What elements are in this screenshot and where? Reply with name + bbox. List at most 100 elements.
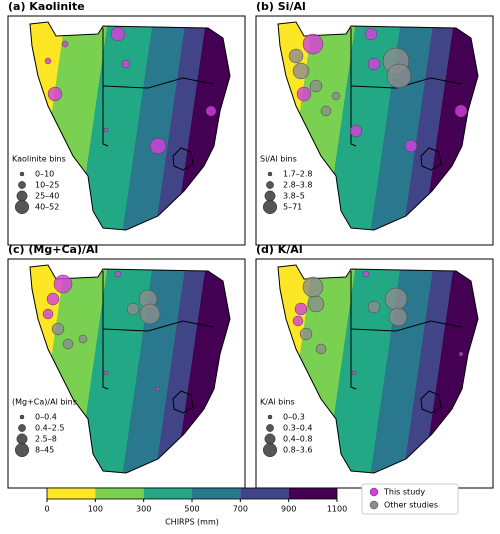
- border: [420, 390, 442, 414]
- legend-bin-label: 3.8–5: [283, 192, 305, 201]
- colorbar-bin: [192, 488, 241, 499]
- border: [350, 28, 357, 147]
- sample-bubble: [384, 287, 408, 311]
- legend-bin-label: 0–10: [35, 170, 54, 179]
- legend-bin-label: 10–25: [35, 181, 59, 190]
- sample-bubble: [292, 62, 310, 80]
- land: [29, 21, 231, 231]
- colorbar-tick-label: 700: [233, 505, 248, 514]
- panel-title: (d) K/Al: [256, 243, 303, 256]
- legend-size-marker: [14, 442, 30, 458]
- legend-size-marker: [19, 414, 25, 420]
- border: [350, 320, 462, 332]
- sample-bubble: [44, 57, 52, 65]
- colorbar-label: CHIRPS (mm): [165, 518, 219, 527]
- legend-size-marker: [18, 181, 26, 189]
- sample-bubble: [315, 343, 327, 355]
- sample-bubble: [42, 308, 54, 320]
- colorbar-bin: [288, 488, 337, 499]
- legend-bin-label: 0–0.4: [35, 413, 57, 422]
- colorbar-tick-label: 900: [281, 505, 296, 514]
- sample-bubble: [47, 86, 63, 102]
- border: [172, 390, 194, 414]
- border: [102, 28, 109, 147]
- legend-title: Kaolinite bins: [12, 155, 66, 164]
- sample-bubble: [155, 386, 161, 392]
- sample-bubble: [386, 63, 412, 89]
- sample-bubble: [307, 295, 325, 313]
- sample-bubble: [404, 139, 418, 153]
- sample-bubble: [103, 127, 109, 133]
- sample-bubble: [296, 86, 312, 102]
- colorbar-tick-label: 1100: [327, 505, 347, 514]
- legend-size-marker: [267, 171, 273, 177]
- legend-bin-label: 8–45: [35, 446, 54, 455]
- legend-size-marker: [262, 199, 278, 215]
- legend-bin-label: 0.3–0.4: [283, 424, 312, 433]
- sample-bubble: [454, 104, 468, 118]
- legend-size-marker: [19, 171, 25, 177]
- sample-bubble: [103, 370, 109, 376]
- sample-bubble: [62, 338, 74, 350]
- sample-bubble: [61, 40, 69, 48]
- legend-title: K/Al bins: [260, 398, 295, 407]
- sample-bubble: [292, 315, 304, 327]
- border: [102, 271, 109, 390]
- sample-bubble: [78, 334, 88, 344]
- sample-bubble: [388, 307, 408, 327]
- panel-title: (c) (Mg+Ca)/Al: [8, 243, 98, 256]
- legend-box: [361, 483, 459, 515]
- land: [277, 264, 479, 474]
- sample-bubble: [367, 57, 381, 71]
- legend-bin-label: 0.8–3.6: [283, 446, 312, 455]
- legend-marker: [369, 487, 379, 497]
- sample-bubble: [288, 48, 304, 64]
- legend-bin-label: 40–52: [35, 203, 59, 212]
- sample-bubble: [351, 370, 357, 376]
- legend-bin-label: 2.5–8: [35, 435, 57, 444]
- sample-bubble: [458, 351, 464, 357]
- colorbar-bin: [47, 488, 96, 499]
- legend-bin-label: 5–71: [283, 203, 302, 212]
- sample-bubble: [121, 59, 131, 69]
- colorbar-bin: [143, 488, 192, 499]
- border: [420, 147, 442, 171]
- sample-bubble: [309, 79, 323, 93]
- land: [29, 264, 231, 474]
- colorbar-tick-label: 300: [136, 505, 151, 514]
- legend-title: Si/Al bins: [260, 155, 297, 164]
- legend-bin-label: 0.4–0.8: [283, 435, 312, 444]
- legend-bin-label: 25–40: [35, 192, 59, 201]
- sample-bubble: [294, 302, 308, 316]
- legend-size-marker: [266, 181, 274, 189]
- border: [172, 147, 194, 171]
- legend-size-marker: [18, 424, 26, 432]
- colorbar-tick-label: 500: [184, 505, 199, 514]
- sample-bubble: [114, 270, 122, 278]
- sample-bubble: [331, 91, 341, 101]
- sample-bubble: [139, 303, 161, 325]
- legend-size-marker: [16, 433, 28, 445]
- legend-size-marker: [14, 199, 30, 215]
- sample-bubble: [205, 105, 217, 117]
- colorbar-tick-label: 0: [44, 505, 49, 514]
- sample-bubble: [149, 137, 167, 155]
- sample-bubble: [53, 274, 73, 294]
- sample-bubble: [51, 322, 65, 336]
- sample-bubble: [320, 105, 332, 117]
- legend-size-marker: [264, 433, 276, 445]
- sample-bubble: [367, 300, 381, 314]
- colorbar-bin: [95, 488, 144, 499]
- legend-bin-label: 2.8–3.8: [283, 181, 312, 190]
- sample-bubble: [126, 302, 140, 316]
- panel-title: (b) Si/Al: [256, 0, 306, 13]
- sample-bubble: [364, 27, 378, 41]
- legend-bin-label: 0.4–2.5: [35, 424, 64, 433]
- sample-bubble: [46, 292, 60, 306]
- legend-size-marker: [267, 414, 273, 420]
- legend-bin-label: 0–0.3: [283, 413, 305, 422]
- legend-title: (Mg+Ca)/Al bins: [12, 398, 77, 407]
- sample-bubble: [299, 327, 313, 341]
- legend-marker: [369, 500, 379, 510]
